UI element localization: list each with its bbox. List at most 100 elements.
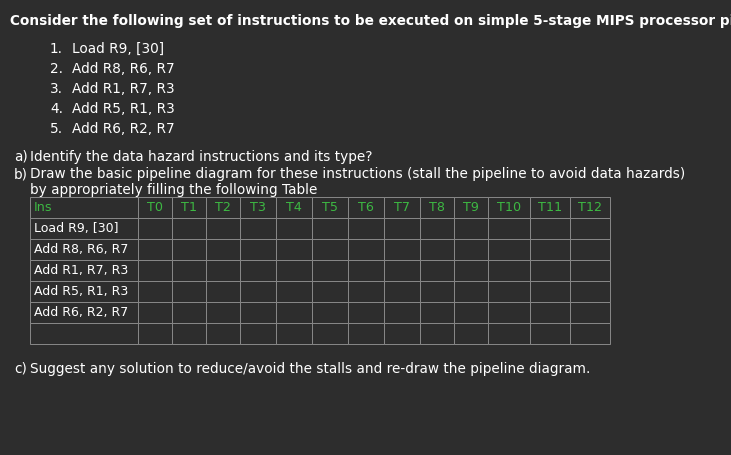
Text: Add R5, R1, R3: Add R5, R1, R3 [72,102,175,116]
Bar [30,260,138,281]
Bar [570,281,610,302]
Bar [420,239,454,260]
Bar [384,239,420,260]
Bar [206,323,240,344]
Text: Consider the following set of instructions to be executed on simple 5-stage MIPS: Consider the following set of instructio… [10,14,731,28]
Bar [206,260,240,281]
Bar [454,260,488,281]
Bar [30,323,138,344]
Bar [454,323,488,344]
Bar [384,302,420,323]
Bar [276,197,312,218]
Bar [384,218,420,239]
Text: T3: T3 [250,201,266,214]
Bar [420,260,454,281]
Bar [530,239,570,260]
Bar [172,281,206,302]
Bar [530,323,570,344]
Bar [206,239,240,260]
Bar [172,197,206,218]
Bar [420,281,454,302]
Bar [454,218,488,239]
Bar [348,323,384,344]
Bar [488,260,530,281]
Text: a): a) [14,150,28,164]
Text: Suggest any solution to reduce/avoid the stalls and re-draw the pipeline diagram: Suggest any solution to reduce/avoid the… [30,362,591,376]
Bar [138,197,172,218]
Bar [530,281,570,302]
Bar [488,281,530,302]
Bar [240,239,276,260]
Bar [276,260,312,281]
Bar [206,281,240,302]
Text: c): c) [14,362,27,376]
Text: T1: T1 [181,201,197,214]
Bar [488,197,530,218]
Bar [312,197,348,218]
Bar [30,218,138,239]
Bar [312,239,348,260]
Bar [138,323,172,344]
Bar [384,281,420,302]
Bar [172,239,206,260]
Bar [570,197,610,218]
Bar [172,260,206,281]
Bar [30,197,138,218]
Text: Add R8, R6, R7: Add R8, R6, R7 [34,243,129,256]
Bar [276,239,312,260]
Bar [530,197,570,218]
Bar [240,302,276,323]
Bar [312,260,348,281]
Bar [276,281,312,302]
Bar [312,302,348,323]
Bar [206,218,240,239]
Bar [348,260,384,281]
Text: T9: T9 [463,201,479,214]
Bar [530,302,570,323]
Text: T2: T2 [215,201,231,214]
Bar [240,281,276,302]
Bar [454,197,488,218]
Text: Add R5, R1, R3: Add R5, R1, R3 [34,285,128,298]
Bar [30,281,138,302]
Bar [138,260,172,281]
Bar [488,239,530,260]
Bar [348,197,384,218]
Text: b): b) [14,167,28,181]
Bar [530,260,570,281]
Text: Add R6, R2, R7: Add R6, R2, R7 [34,306,128,319]
Bar [240,218,276,239]
Text: Load R9, [30]: Load R9, [30] [72,42,164,56]
Bar [276,323,312,344]
Text: Add R8, R6, R7: Add R8, R6, R7 [72,62,175,76]
Bar [138,281,172,302]
Bar [240,260,276,281]
Bar [420,218,454,239]
Bar [454,281,488,302]
Bar [276,218,312,239]
Bar [348,302,384,323]
Bar [312,218,348,239]
Text: Draw the basic pipeline diagram for these instructions (stall the pipeline to av: Draw the basic pipeline diagram for thes… [30,167,685,181]
Bar [420,302,454,323]
Bar [348,281,384,302]
Bar [570,239,610,260]
Bar [276,302,312,323]
Bar [138,239,172,260]
Bar [312,281,348,302]
Bar [206,302,240,323]
Text: T8: T8 [429,201,445,214]
Text: T7: T7 [394,201,410,214]
Text: T0: T0 [147,201,163,214]
Bar [570,302,610,323]
Bar [454,239,488,260]
Bar [530,218,570,239]
Bar [172,323,206,344]
Bar [30,302,138,323]
Bar [138,218,172,239]
Bar [488,302,530,323]
Text: T11: T11 [538,201,562,214]
Text: Load R9, [30]: Load R9, [30] [34,222,118,235]
Text: 5.: 5. [50,122,63,136]
Text: T5: T5 [322,201,338,214]
